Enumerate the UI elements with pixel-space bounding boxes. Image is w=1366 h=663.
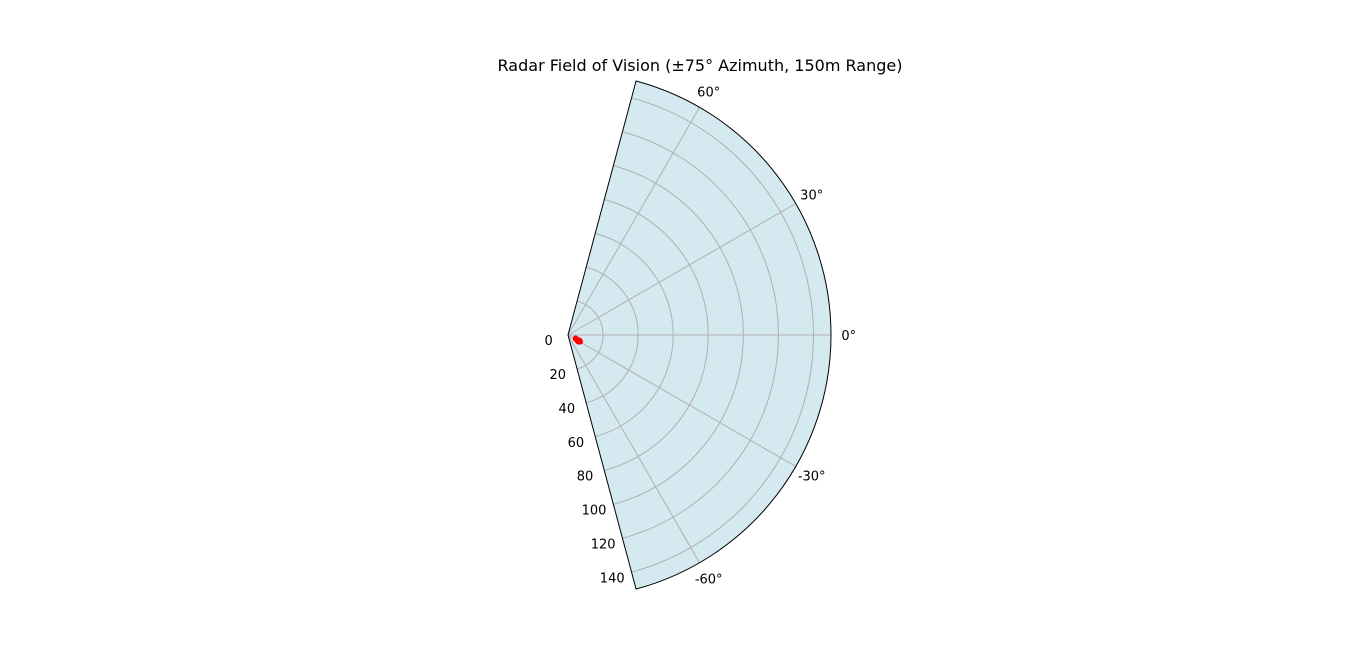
range-tick-label: 40 bbox=[559, 402, 576, 417]
azimuth-tick-label: 0° bbox=[841, 329, 856, 344]
fov-sector-border bbox=[567, 80, 832, 590]
azimuth-tick-label: 60° bbox=[697, 85, 720, 100]
azimuth-tick-label: -60° bbox=[695, 573, 723, 588]
azimuth-gridline bbox=[567, 334, 797, 467]
range-tick-label: 20 bbox=[549, 368, 566, 383]
target-point bbox=[576, 338, 583, 345]
azimuth-tick-label: -30° bbox=[798, 470, 826, 485]
azimuth-gridline bbox=[567, 106, 700, 336]
azimuth-gridline bbox=[567, 203, 797, 336]
range-tick-label: 0 bbox=[545, 334, 553, 349]
azimuth-tick-label: 30° bbox=[800, 188, 823, 203]
polar-plot-area: 60° 30° 0° -30° -60° 0 20 40 60 80 100 120 140 bbox=[545, 80, 856, 590]
range-tick-label: 140 bbox=[600, 571, 625, 586]
range-tick-label: 100 bbox=[582, 504, 607, 519]
range-tick-label: 120 bbox=[591, 537, 616, 552]
azimuth-gridline bbox=[567, 334, 700, 564]
range-tick-label: 60 bbox=[568, 436, 585, 451]
range-tick-label: 80 bbox=[577, 470, 594, 485]
chart-title: Radar Field of Vision (±75° Azimuth, 150… bbox=[498, 56, 903, 75]
